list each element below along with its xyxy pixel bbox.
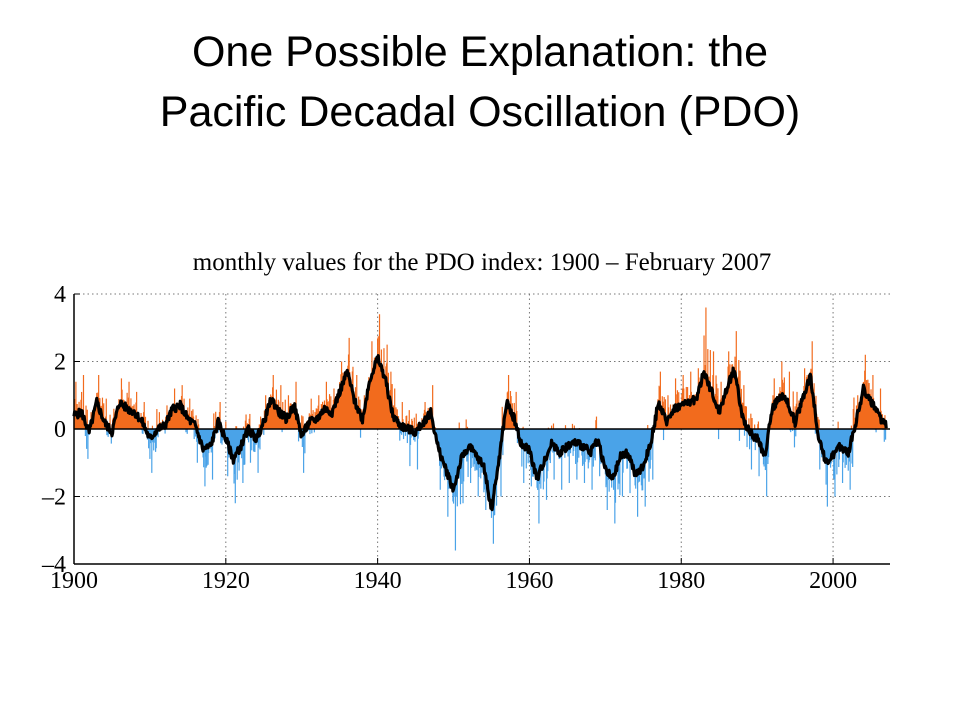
y-tick-label: 4	[54, 282, 66, 308]
smoothed-line-layer	[72, 354, 890, 512]
x-tick-label: 1960	[505, 568, 553, 594]
pdo-chart: monthly values for the PDO index: 1900 –…	[41, 249, 890, 594]
y-tick-label: 2	[54, 350, 66, 376]
x-tick-label: 1920	[202, 568, 250, 594]
x-tick-label: 2000	[809, 568, 857, 594]
slide-title-line-1: One Possible Explanation: the	[191, 28, 769, 76]
x-tick-label: 1900	[50, 568, 98, 594]
y-tick-label: –4	[41, 552, 66, 578]
x-tick-label: 1940	[354, 568, 402, 594]
slide-title-line-2: Pacific Decadal Oscillation (PDO)	[159, 88, 801, 136]
y-tick-label: –2	[41, 485, 66, 511]
slide-title: One Possible Explanation: the Pacific De…	[0, 22, 960, 142]
negative-area	[74, 429, 887, 510]
smoothed-line	[72, 354, 888, 512]
x-tick-label: 1980	[657, 568, 705, 594]
y-tick-label: 0	[54, 417, 66, 443]
chart-title: monthly values for the PDO index: 1900 –…	[193, 249, 771, 276]
